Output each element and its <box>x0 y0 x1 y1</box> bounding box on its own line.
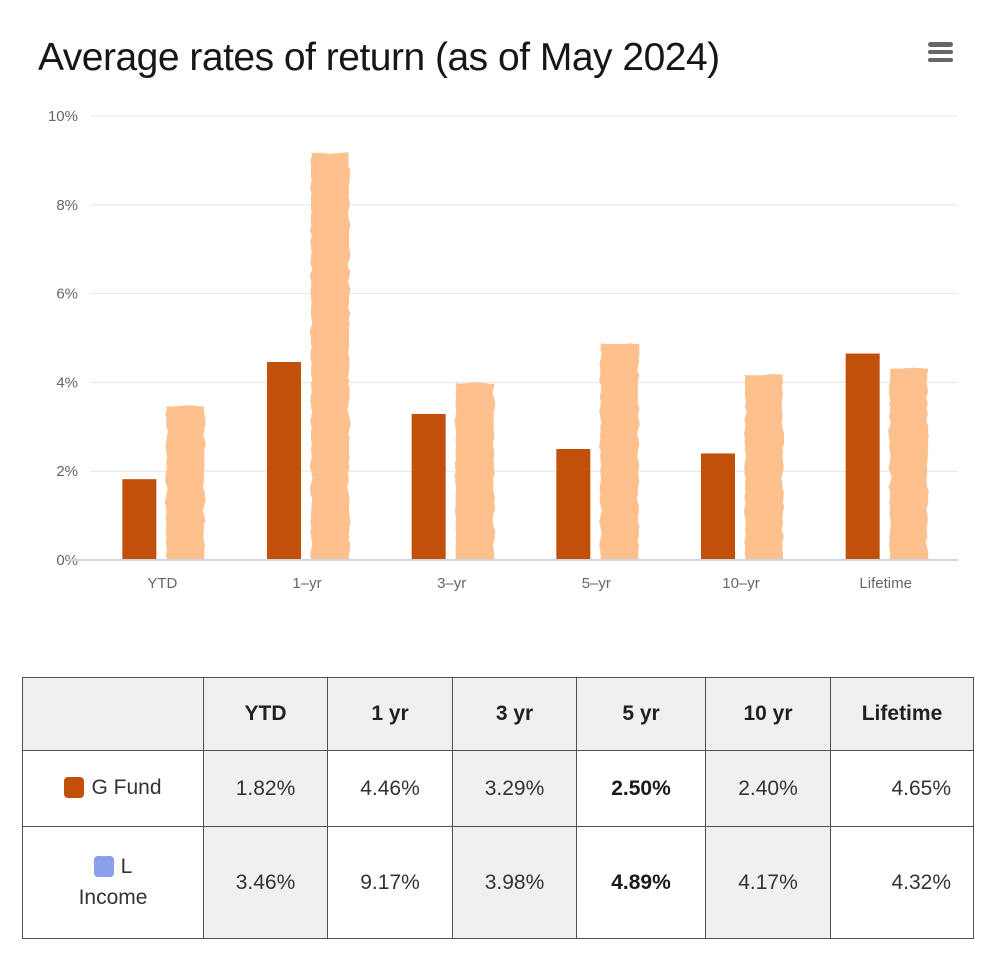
x-axis-label: 5–yr <box>582 575 611 592</box>
y-axis-label: 0% <box>56 552 78 569</box>
g-fund-swatch-icon <box>64 777 85 799</box>
table-row: L Income 3.46% 9.17% 3.98% 4.89% 4.17% 4.32% <box>22 826 974 939</box>
chart-title: Average rates of return (as of May 2024) <box>38 36 720 79</box>
hamburger-icon <box>928 57 953 62</box>
table-cell: 4.46% <box>327 750 453 827</box>
column-header-1-yr: 1 yr <box>327 677 453 751</box>
series-name: L Income <box>78 855 148 909</box>
y-axis-label: 2% <box>56 463 78 480</box>
bar-g-fund-lifetime[interactable] <box>845 353 880 560</box>
returns-table: YTD 1 yr 3 yr 5 yr 10 yr Lifetime G Fund 1.82%… <box>22 677 974 939</box>
table-cell: 1.82% <box>203 750 328 827</box>
bar-l-income-ytd[interactable] <box>166 406 205 560</box>
table-cell: 2.50% <box>576 750 706 827</box>
x-axis-label: YTD <box>147 575 177 592</box>
table-row: G Fund 1.82% 4.46% 3.29% 2.50% 2.40% 4.65% <box>22 750 974 827</box>
x-axis-label: 1–yr <box>292 575 321 592</box>
column-header-ytd: YTD <box>203 677 328 751</box>
table-cell: 4.17% <box>705 826 831 939</box>
row-label: G Fund <box>22 750 204 827</box>
bar-l-income-1-yr[interactable] <box>311 152 349 561</box>
y-axis-label: 6% <box>56 286 78 303</box>
bar-g-fund-10-yr[interactable] <box>701 453 735 560</box>
x-axis-label: 3–yr <box>437 575 466 592</box>
bar-l-income-5-yr[interactable] <box>600 342 639 560</box>
table-cell: 3.98% <box>452 826 577 939</box>
bar-l-income-10-yr[interactable] <box>745 374 783 560</box>
table-cell: 4.89% <box>576 826 706 939</box>
row-label: L Income <box>22 826 204 939</box>
column-header-lifetime: Lifetime <box>830 677 974 751</box>
rates-bar-chart: 0% 2% 4% 6% 8% 10% YTD 1–yr 3–yr 5–yr 10–yr Lifetim… <box>48 108 958 592</box>
bar-l-income-3-yr[interactable] <box>455 383 494 560</box>
y-axis-label: 10% <box>48 108 78 125</box>
l-income-swatch-icon <box>93 856 114 878</box>
table-cell: 3.46% <box>203 826 328 939</box>
bar-g-fund-1-yr[interactable] <box>267 361 301 560</box>
series-name: G Fund <box>91 776 162 800</box>
bar-l-income-lifetime[interactable] <box>889 368 928 560</box>
table-cell: 9.17% <box>327 826 453 939</box>
bar-g-fund-5-yr[interactable] <box>556 449 591 560</box>
table-cell: 3.29% <box>452 750 577 827</box>
x-axis-label: Lifetime <box>859 575 912 592</box>
bar-g-fund-3-yr[interactable] <box>411 413 446 560</box>
table-cell: 2.40% <box>705 750 831 827</box>
table-header-row: YTD 1 yr 3 yr 5 yr 10 yr Lifetime <box>22 677 974 751</box>
y-axis-label: 4% <box>56 374 78 391</box>
bar-g-fund-ytd[interactable] <box>122 479 157 560</box>
column-header-3-yr: 3 yr <box>452 677 577 751</box>
chart-menu-button[interactable] <box>928 42 954 62</box>
column-header-empty <box>22 677 204 751</box>
table-cell: 4.65% <box>830 750 974 827</box>
x-axis-label: 10–yr <box>722 575 760 592</box>
y-axis-label: 8% <box>56 197 78 214</box>
table-cell: 4.32% <box>830 826 974 939</box>
bar-chart-area: 0% 2% 4% 6% 8% 10% YTD 1–yr 3–yr 5–yr 10–yr Lifetim… <box>0 95 994 610</box>
column-header-10-yr: 10 yr <box>705 677 831 751</box>
column-header-5-yr: 5 yr <box>576 677 706 751</box>
hamburger-icon <box>928 49 953 55</box>
hamburger-icon <box>928 42 953 47</box>
